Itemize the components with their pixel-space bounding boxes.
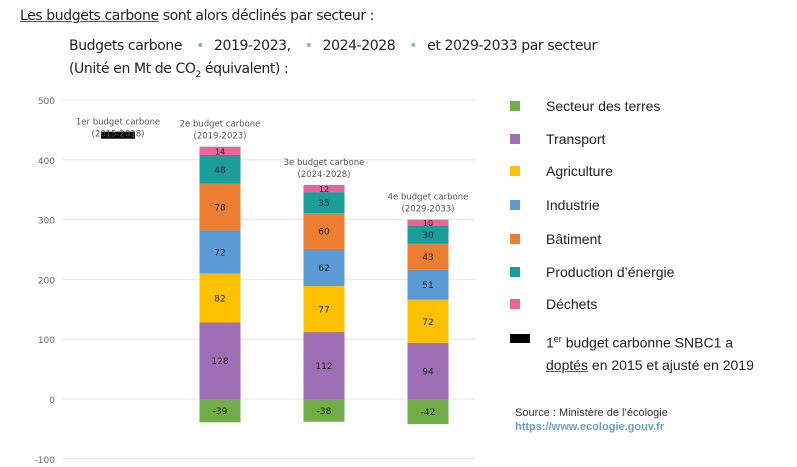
category-label: 1er budget carbone [76,118,160,128]
legend-swatch [510,299,520,309]
bar-segment [407,225,449,244]
bar-segment [199,230,241,274]
data-label: 62 [318,264,329,274]
bullet-icon: • [409,38,418,54]
bullet-icon: • [304,38,313,54]
y-tick-label: 200 [38,276,55,286]
legend-text: en 2015 et ajusté en 2019 [588,356,754,373]
y-tick-label: 500 [38,97,55,107]
bar-segment [303,285,345,333]
category-label: (2019-2023) [194,132,247,142]
legend-swatch [510,334,530,343]
bar-segment [303,213,345,249]
data-label: 14 [215,147,225,156]
legend-label: Industrie [546,197,600,213]
legend-label: Production d’énergie [546,264,675,280]
data-label: 10 [423,219,433,228]
adoptes-link[interactable]: doptés [546,356,589,373]
legend-text: 1 [546,334,554,351]
bar-segment [199,399,241,423]
data-label: 51 [422,281,433,291]
bar-segment [303,248,345,286]
bar-segment [199,322,241,399]
bar-segment [199,155,241,184]
data-label: 82 [214,294,225,304]
chart-unit: (Unité en Mt de CO2 équivalent) : [69,61,289,80]
intro-text: Les budgets carbone sont alors déclinés … [20,8,375,24]
legend-label: Transport [546,131,606,147]
y-tick-label: -100 [35,456,56,465]
bar-segment [199,183,241,231]
data-label: 43 [422,253,433,263]
category-label: 2e budget carbone [180,120,261,130]
legend-text: budget carbonne SNBC1 a [561,334,734,351]
legend-swatch [510,234,520,244]
unit-subscript: 2 [195,69,202,80]
data-label: 12 [319,185,329,194]
bar-segment [199,273,241,323]
subtitle-part: 2019-2023, [213,38,291,54]
intro-rest: sont alors déclinés par secteur : [158,8,375,24]
data-label: 128 [211,357,228,367]
bar-segment [303,192,345,214]
category-label: (2024-2028) [298,170,351,180]
legend-label: Secteur des terres [546,98,661,114]
subtitle-part: et 2029-2033 par secteur [427,38,597,54]
bar-segment [407,243,449,270]
legend-label: Bâtiment [546,231,602,247]
legend-swatch [510,134,520,144]
bar-segment [407,342,449,399]
category-label: 4e budget carbone [388,193,469,203]
first-budget-marker [101,131,135,139]
unit-text: équivalent) : [200,61,289,77]
stacked-bar-chart: -100 0 100 200 300 400 500 -39 128 82 72 78 48 14 -38 1… [35,97,475,465]
data-label: 78 [214,204,226,214]
bar-segment [407,399,449,425]
y-tick-label: 0 [49,396,55,406]
category-label: (2029-2033) [402,205,455,215]
source-text: Source : Ministère de l’écologie [515,407,668,419]
data-label: -42 [421,408,436,418]
subtitle-part: Budgets carbone [69,38,183,54]
data-label: -39 [213,407,228,417]
data-label: 60 [318,227,330,237]
data-label: -38 [317,407,332,417]
data-label: 72 [214,248,225,258]
data-label: 30 [422,231,434,241]
bar-segment [303,332,345,399]
bar-segment [407,299,449,343]
data-label: 94 [422,367,434,377]
legend-sup: er [553,334,562,344]
data-label: 72 [422,318,433,328]
y-tick-label: 400 [38,157,55,167]
data-label: 112 [315,362,332,372]
y-tick-label: 100 [38,336,55,346]
data-label: 35 [318,199,329,209]
legend-label: Agriculture [546,163,613,179]
legend-label: Déchets [546,296,598,312]
category-label: (2015-2018) [92,130,145,140]
legend-swatch [510,166,520,176]
bar-segment [303,184,345,193]
source-url[interactable]: https://www.ecologie.gouv.fr [515,421,665,433]
legend-swatch [510,200,520,210]
bar-segment [407,269,449,300]
legend-swatch [510,267,520,277]
unit-text: (Unité en Mt de CO [69,61,196,77]
bar-segment [199,146,241,156]
data-label: 48 [214,166,226,176]
y-tick-label: 300 [38,217,55,227]
legend-swatch [510,101,520,111]
chart-subtitle: Budgets carbone • 2019-2023, • 2024-2028 • et … [69,38,597,54]
data-label: 77 [318,306,329,316]
category-label: 3e budget carbone [284,158,365,168]
bar-segment [407,219,449,226]
bullet-icon: • [196,38,204,54]
budgets-carbone-link[interactable]: Les budgets carbone [20,8,159,24]
subtitle-part: 2024-2028 [322,38,396,54]
bar-segment [303,399,345,422]
